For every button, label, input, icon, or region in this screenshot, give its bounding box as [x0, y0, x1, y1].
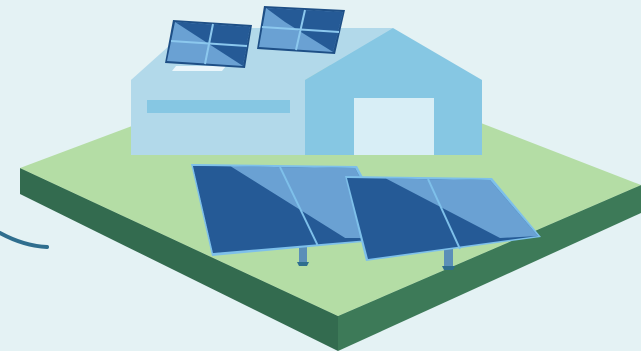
- roof-solar-panel-icon: [165, 20, 252, 68]
- panel-post-base: [442, 266, 455, 270]
- garage-door: [354, 98, 434, 155]
- roof-solar-panel-icon: [257, 6, 345, 54]
- building-window-strip: [147, 100, 290, 113]
- roof-panel-shadow: [172, 66, 226, 71]
- panel-post-base: [297, 262, 309, 266]
- panel-post: [444, 248, 453, 268]
